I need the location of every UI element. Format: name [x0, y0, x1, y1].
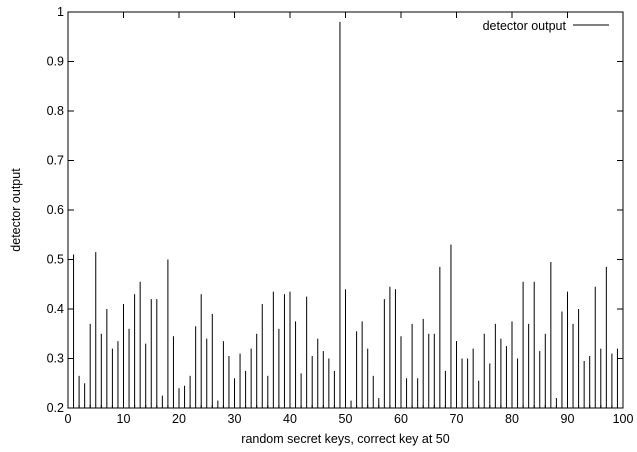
legend: detector output [483, 19, 609, 33]
x-tick-label: 40 [283, 412, 297, 426]
x-tick-label: 60 [394, 412, 408, 426]
y-tick-label: 0.4 [47, 302, 64, 316]
x-tick-label: 20 [172, 412, 186, 426]
x-tick-label: 90 [561, 412, 575, 426]
x-tick-label: 50 [339, 412, 353, 426]
x-tick-label: 70 [450, 412, 464, 426]
y-tick-label: 1 [57, 5, 64, 19]
y-tick-label: 0.3 [47, 352, 64, 366]
y-tick-label: 0.7 [47, 154, 64, 168]
y-axis-title: detector output [9, 168, 23, 252]
x-tick-label: 30 [228, 412, 242, 426]
x-axis-title: random secret keys, correct key at 50 [241, 432, 449, 446]
y-tick-label: 0.8 [47, 104, 64, 118]
legend-label: detector output [483, 19, 567, 33]
x-tick-label: 100 [613, 412, 634, 426]
y-tick-label: 0.9 [47, 55, 64, 69]
x-tick-label: 80 [505, 412, 519, 426]
y-tick-label: 0.5 [47, 253, 64, 267]
impulse-series [67, 21, 618, 408]
y-tick-label: 0.2 [47, 401, 64, 415]
x-tick-label: 10 [117, 412, 131, 426]
x-tick-label: 0 [65, 412, 72, 426]
y-tick-label: 0.6 [47, 203, 64, 217]
